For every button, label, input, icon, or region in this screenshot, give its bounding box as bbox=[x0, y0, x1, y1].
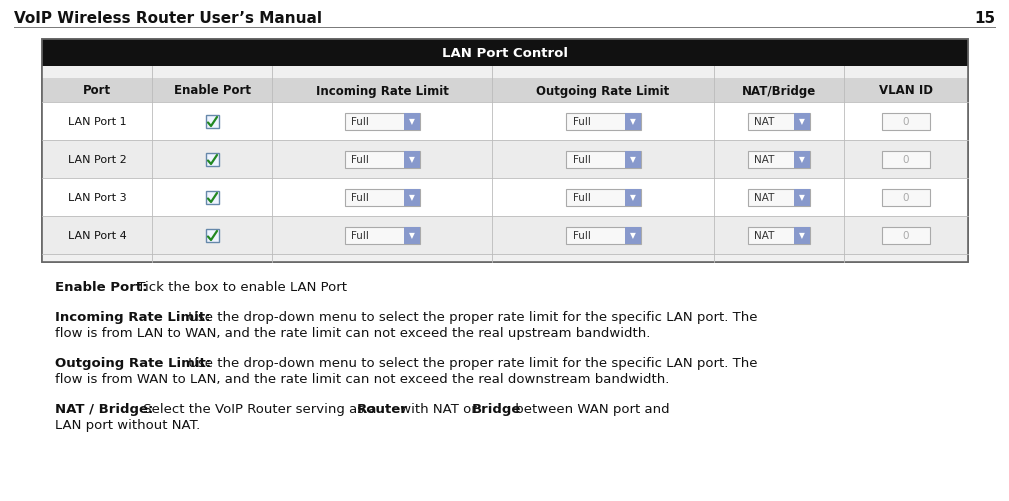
Bar bbox=[882, 227, 930, 244]
Bar bbox=[404, 151, 420, 168]
Bar bbox=[625, 113, 641, 130]
Text: Bridge: Bridge bbox=[472, 402, 522, 415]
Text: with NAT or: with NAT or bbox=[396, 402, 480, 415]
Text: ▼: ▼ bbox=[799, 155, 805, 164]
Text: VLAN ID: VLAN ID bbox=[879, 84, 933, 97]
Text: Enable Port:: Enable Port: bbox=[55, 281, 147, 294]
Text: Use the drop-down menu to select the proper rate limit for the specific LAN port: Use the drop-down menu to select the pro… bbox=[185, 311, 758, 323]
Bar bbox=[344, 189, 420, 206]
Text: ▼: ▼ bbox=[799, 117, 805, 126]
Text: Outgoing Rate Limit:: Outgoing Rate Limit: bbox=[55, 356, 211, 369]
Bar bbox=[344, 227, 420, 244]
Text: flow is from WAN to LAN, and the rate limit can not exceed the real downstream b: flow is from WAN to LAN, and the rate li… bbox=[55, 372, 669, 385]
Bar bbox=[565, 189, 641, 206]
Text: NAT: NAT bbox=[754, 192, 774, 202]
Text: Outgoing Rate Limit: Outgoing Rate Limit bbox=[537, 84, 670, 97]
Bar bbox=[625, 151, 641, 168]
Text: ▼: ▼ bbox=[630, 117, 636, 126]
Text: Enable Port: Enable Port bbox=[174, 84, 250, 97]
Bar bbox=[42, 40, 968, 67]
Text: ▼: ▼ bbox=[409, 155, 415, 164]
Bar bbox=[404, 227, 420, 244]
Text: Use the drop-down menu to select the proper rate limit for the specific LAN port: Use the drop-down menu to select the pro… bbox=[185, 356, 758, 369]
Text: 0: 0 bbox=[903, 192, 909, 202]
Bar bbox=[748, 189, 810, 206]
Text: Select the VoIP Router serving as a: Select the VoIP Router serving as a bbox=[139, 402, 380, 415]
Text: Full: Full bbox=[351, 230, 369, 240]
Text: Full: Full bbox=[572, 155, 590, 165]
Bar bbox=[42, 40, 968, 263]
Text: Incoming Rate Limit:: Incoming Rate Limit: bbox=[55, 311, 211, 323]
Bar bbox=[404, 113, 420, 130]
Text: Full: Full bbox=[351, 192, 369, 202]
Text: Full: Full bbox=[572, 117, 590, 127]
Bar bbox=[565, 227, 641, 244]
Text: LAN Port 4: LAN Port 4 bbox=[68, 230, 126, 240]
Text: Port: Port bbox=[83, 84, 111, 97]
Bar bbox=[206, 191, 219, 204]
Bar bbox=[344, 151, 420, 168]
Text: Full: Full bbox=[572, 192, 590, 202]
Bar bbox=[625, 189, 641, 206]
Text: Incoming Rate Limit: Incoming Rate Limit bbox=[316, 84, 448, 97]
Text: VoIP Wireless Router User’s Manual: VoIP Wireless Router User’s Manual bbox=[14, 11, 322, 26]
Bar bbox=[794, 113, 810, 130]
Text: LAN Port 1: LAN Port 1 bbox=[68, 117, 126, 127]
Bar bbox=[882, 113, 930, 130]
Bar bbox=[748, 151, 810, 168]
Text: Full: Full bbox=[351, 117, 369, 127]
Text: flow is from LAN to WAN, and the rate limit can not exceed the real upstream ban: flow is from LAN to WAN, and the rate li… bbox=[55, 326, 651, 339]
Bar bbox=[565, 113, 641, 130]
Text: 0: 0 bbox=[903, 155, 909, 165]
Bar bbox=[206, 229, 219, 242]
Bar bbox=[794, 189, 810, 206]
Text: Router: Router bbox=[357, 402, 408, 415]
Bar bbox=[794, 151, 810, 168]
Text: NAT: NAT bbox=[754, 155, 774, 165]
Text: LAN Port Control: LAN Port Control bbox=[442, 47, 568, 60]
Bar bbox=[344, 113, 420, 130]
Text: 15: 15 bbox=[974, 11, 995, 26]
Text: NAT / Bridge:: NAT / Bridge: bbox=[55, 402, 153, 415]
Text: LAN port without NAT.: LAN port without NAT. bbox=[55, 418, 200, 431]
Text: ▼: ▼ bbox=[409, 231, 415, 240]
Bar bbox=[42, 67, 968, 263]
Bar bbox=[42, 179, 968, 216]
Bar bbox=[882, 189, 930, 206]
Bar bbox=[748, 113, 810, 130]
Text: NAT: NAT bbox=[754, 117, 774, 127]
Bar bbox=[404, 189, 420, 206]
Bar bbox=[42, 79, 968, 103]
Text: Full: Full bbox=[351, 155, 369, 165]
Bar bbox=[748, 227, 810, 244]
Bar bbox=[42, 216, 968, 255]
Text: 0: 0 bbox=[903, 117, 909, 127]
Text: 0: 0 bbox=[903, 230, 909, 240]
Text: NAT/Bridge: NAT/Bridge bbox=[742, 84, 816, 97]
Text: ▼: ▼ bbox=[799, 193, 805, 202]
Bar bbox=[42, 103, 968, 141]
Text: LAN Port 2: LAN Port 2 bbox=[68, 155, 126, 165]
Text: ▼: ▼ bbox=[630, 231, 636, 240]
Text: Full: Full bbox=[572, 230, 590, 240]
Text: ▼: ▼ bbox=[409, 193, 415, 202]
Text: Tick the box to enable LAN Port: Tick the box to enable LAN Port bbox=[132, 281, 346, 294]
Bar bbox=[206, 115, 219, 128]
Text: ▼: ▼ bbox=[630, 193, 636, 202]
Bar bbox=[625, 227, 641, 244]
Text: between WAN port and: between WAN port and bbox=[511, 402, 670, 415]
Bar bbox=[42, 141, 968, 179]
Bar bbox=[206, 153, 219, 166]
Bar bbox=[794, 227, 810, 244]
Text: LAN Port 3: LAN Port 3 bbox=[68, 192, 126, 202]
Text: ▼: ▼ bbox=[799, 231, 805, 240]
Bar bbox=[42, 40, 968, 263]
Bar bbox=[565, 151, 641, 168]
Text: ▼: ▼ bbox=[630, 155, 636, 164]
Text: ▼: ▼ bbox=[409, 117, 415, 126]
Text: NAT: NAT bbox=[754, 230, 774, 240]
Bar bbox=[882, 151, 930, 168]
